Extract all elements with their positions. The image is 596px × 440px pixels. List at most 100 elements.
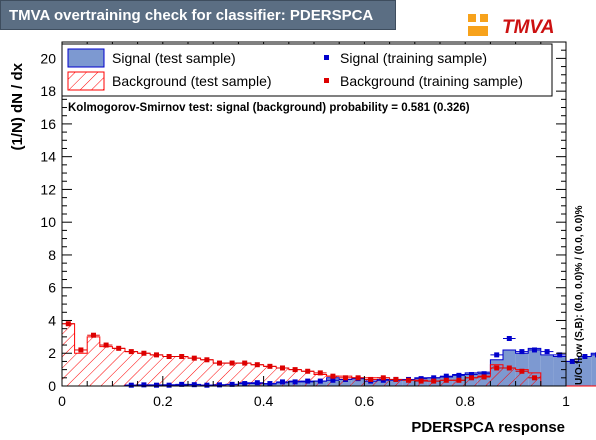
signal-train-point <box>242 381 248 387</box>
y-tick-label: 14 <box>40 149 56 165</box>
y-tick-label: 8 <box>48 247 56 263</box>
signal-train-point <box>179 381 185 387</box>
background-test-bar <box>150 354 163 386</box>
background-train-point <box>532 375 537 381</box>
background-train-point <box>128 349 134 355</box>
signal-train-point <box>557 352 563 358</box>
signal-train-point <box>292 379 298 385</box>
background-test-bar <box>162 356 176 386</box>
background-train-point <box>443 377 449 383</box>
background-train-point <box>469 375 474 381</box>
signal-test-bar <box>540 354 554 386</box>
background-test-bar <box>351 377 365 386</box>
background-train-point <box>343 375 348 381</box>
background-test-bar <box>62 323 75 386</box>
background-test-bar <box>99 346 113 386</box>
background-train-point <box>191 355 197 361</box>
chart-title: TMVA overtraining check for classifier: … <box>9 7 374 24</box>
background-train-point <box>292 367 298 373</box>
background-test-bar <box>515 369 529 386</box>
signal-train-point <box>481 371 487 377</box>
signal-train-point <box>469 372 474 378</box>
background-test-bar <box>74 353 88 386</box>
logo-square <box>480 14 488 22</box>
background-train-point <box>254 362 260 368</box>
background-test-bar <box>503 367 516 386</box>
legend-label-background-train: Background (training sample) <box>340 73 523 89</box>
background-train-point <box>519 368 525 374</box>
background-train-point <box>267 363 273 369</box>
signal-train-point <box>544 349 550 355</box>
signal-test-bar <box>578 356 592 386</box>
background-test-bar <box>490 364 503 386</box>
signal-train-point <box>330 377 336 383</box>
logo-square <box>468 14 476 22</box>
signal-train-point <box>204 382 210 388</box>
signal-train-point <box>191 382 197 388</box>
signal-train-point <box>229 381 235 387</box>
signal-train-point <box>128 382 134 388</box>
background-train-point <box>154 352 159 358</box>
ks-test-text: Kolmogorov-Smirnov test: signal (backgro… <box>68 102 470 114</box>
background-train-point <box>91 332 96 338</box>
y-tick-label: 0 <box>48 378 56 394</box>
tmva-logo: TMVA <box>468 14 554 38</box>
plot-area: 0 2 4 6 8 10 12 14 16 18 20 0 0.2 0.4 0.6 0.8 1 <box>40 41 596 409</box>
background-train-point <box>65 321 71 327</box>
y-tick-label: 16 <box>40 116 56 132</box>
signal-train-point <box>217 382 222 388</box>
title-banner: TMVA overtraining check for classifier: … <box>0 0 396 30</box>
background-test-bar <box>125 351 138 386</box>
legend-swatch-background-test <box>67 71 105 91</box>
y-tick-label: 6 <box>48 280 56 296</box>
background-test-bar <box>112 348 125 386</box>
x-tick-label: 0.6 <box>355 393 375 409</box>
background-train-point <box>418 378 424 384</box>
legend-label-signal-train: Signal (training sample) <box>340 50 487 66</box>
signal-train-point <box>582 354 588 360</box>
y-axis-label: (1/N) dN / dx <box>9 62 26 150</box>
background-train-point <box>393 376 399 382</box>
signal-train-point <box>443 373 449 379</box>
background-test-bar <box>440 380 453 386</box>
y-tick-label: 10 <box>40 214 56 230</box>
logo-text: TMVA <box>502 17 554 38</box>
background-train-point <box>280 365 285 371</box>
background-train-point <box>179 354 185 360</box>
background-train-point <box>431 378 437 384</box>
signal-test-bar <box>591 353 596 386</box>
background-train-point <box>380 375 386 381</box>
background-train-point <box>116 345 122 351</box>
background-train-point <box>506 365 512 371</box>
signal-train-point <box>154 382 159 388</box>
signal-train-point <box>305 378 311 384</box>
background-test-bar <box>87 336 100 386</box>
x-axis-label: PDERSPCA response <box>411 419 565 436</box>
overflow-text: U/O-flow (S,B): (0.0, 0.0)% / (0.0, 0.0)… <box>574 205 585 385</box>
signal-train-point <box>317 378 323 384</box>
background-test-bar <box>477 376 491 386</box>
legend: Signal (test sample) Background (test sa… <box>61 43 553 97</box>
x-tick-label: 0.2 <box>153 393 173 409</box>
legend-marker-background-train <box>324 78 329 83</box>
x-tick-label: 0.4 <box>254 393 274 409</box>
background-train-point <box>78 347 84 353</box>
background-test-bar <box>251 364 264 386</box>
signal-train-point <box>254 380 260 386</box>
y-tick-label: 12 <box>40 181 56 197</box>
signal-train-point <box>532 347 537 353</box>
signal-train-point <box>494 352 500 358</box>
background-train-point <box>406 377 411 383</box>
signal-test-outline <box>62 347 596 387</box>
signal-train-point <box>569 358 575 364</box>
signal-test-bar <box>553 356 566 386</box>
background-train-point <box>166 354 172 360</box>
background-train-point <box>481 374 487 380</box>
legend-box <box>61 43 553 97</box>
background-train-point <box>494 365 500 371</box>
signal-train-point <box>141 382 147 388</box>
signal-train-point <box>431 375 437 381</box>
background-train-point <box>242 360 248 366</box>
signal-train-point <box>519 349 525 355</box>
y-tick-label: 18 <box>40 83 56 99</box>
